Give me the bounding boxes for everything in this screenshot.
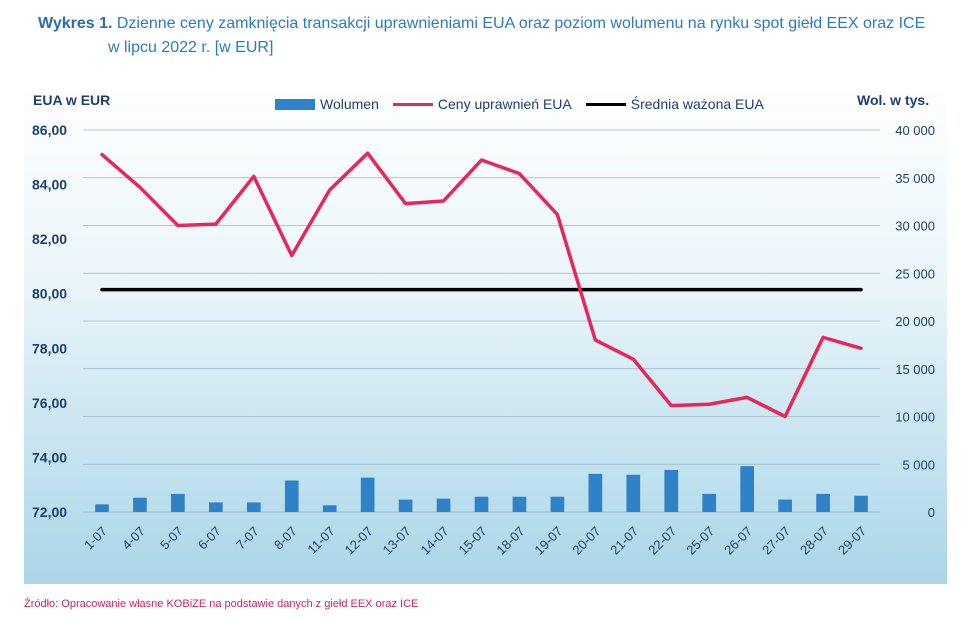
volume-bar <box>816 493 830 512</box>
category-label: 27-07 <box>759 524 793 558</box>
volume-bar <box>246 502 261 512</box>
volume-bar <box>702 493 717 512</box>
left-tick-label: 86,00 <box>32 122 67 138</box>
category-label: 5-07 <box>157 524 186 553</box>
category-label: 7-07 <box>233 524 262 553</box>
volume-bar <box>95 504 109 512</box>
volume-bar <box>854 495 868 512</box>
category-label: 19-07 <box>531 524 565 558</box>
category-label: 18-07 <box>493 524 527 558</box>
legend-item-average: Średnia ważona EUA <box>585 96 764 112</box>
volume-bar <box>664 469 679 512</box>
right-tick-label: 20 000 <box>895 314 935 329</box>
left-tick-label: 74,00 <box>32 449 67 465</box>
left-axis-title: EUA w EUR <box>33 92 111 108</box>
category-label: 1-07 <box>81 524 110 553</box>
category-label: 21-07 <box>607 524 641 558</box>
volume-bar <box>360 477 375 512</box>
volume-bar <box>284 480 299 512</box>
right-tick-label: 0 <box>928 505 935 520</box>
chart-title-text: Dzienne ceny zamknięcia transakcji upraw… <box>116 15 926 32</box>
left-tick-label: 72,00 <box>32 504 67 520</box>
left-tick-label: 78,00 <box>32 340 67 356</box>
price-line <box>100 151 863 419</box>
legend-item-price: Ceny uprawnień EUA <box>392 96 572 112</box>
category-label: 14-07 <box>418 524 452 558</box>
category-label: 15-07 <box>456 524 490 558</box>
legend-swatch-volume <box>275 98 315 110</box>
category-label: 28-07 <box>797 524 831 558</box>
left-tick-label: 82,00 <box>32 231 67 247</box>
right-tick-label: 25 000 <box>895 266 935 281</box>
legend-label-average: Średnia ważona EUA <box>630 96 764 112</box>
category-label: 11-07 <box>304 524 337 557</box>
category-label: 13-07 <box>380 524 414 558</box>
volume-bar <box>322 505 337 512</box>
volume-bar <box>133 497 147 512</box>
left-tick-label: 84,00 <box>32 177 67 193</box>
chart-title-line2: w lipcu 2022 r. [w EUR] <box>108 39 274 56</box>
right-tick-label: 35 000 <box>895 171 935 186</box>
volume-bar <box>171 493 185 512</box>
category-label: 22-07 <box>645 524 679 558</box>
left-tick-label: 80,00 <box>32 286 67 302</box>
right-axis-title: Wol. w tys. <box>857 92 930 108</box>
volume-bar <box>474 496 489 512</box>
right-tick-label: 40 000 <box>895 123 935 138</box>
volume-bar <box>398 499 413 512</box>
volume-bar <box>740 466 754 512</box>
volume-bar <box>550 496 565 512</box>
legend-swatch-price <box>392 102 433 106</box>
right-tick-label: 5 000 <box>902 457 935 472</box>
right-tick-label: 30 000 <box>895 219 935 234</box>
category-label: 29-07 <box>835 524 869 558</box>
category-label: 8-07 <box>271 524 300 553</box>
right-tick-label: 15 000 <box>895 362 935 377</box>
legend-label-volume: Wolumen <box>320 96 379 112</box>
category-label: 4-07 <box>119 524 148 553</box>
legend-swatch-average <box>585 102 626 106</box>
category-label: 20-07 <box>569 524 603 558</box>
volume-bar <box>626 474 641 512</box>
category-label: 26-07 <box>721 524 755 558</box>
volume-bar <box>778 499 792 512</box>
category-label: 25-07 <box>683 524 717 558</box>
volume-bar <box>512 496 527 512</box>
chart-title-lead: Wykres 1. <box>38 15 113 32</box>
legend-label-price: Ceny uprawnień EUA <box>437 96 572 112</box>
legend: Wolumen Ceny uprawnień EUA Średnia ważon… <box>275 96 764 112</box>
volume-bar <box>209 502 223 512</box>
legend-item-volume: Wolumen <box>275 96 379 112</box>
right-tick-label: 10 000 <box>895 410 935 425</box>
volume-bar <box>588 473 603 512</box>
category-label: 12-07 <box>342 524 376 558</box>
category-label: 6-07 <box>195 524 224 553</box>
chart-title: Wykres 1. Dzienne ceny zamknięcia transa… <box>38 12 938 60</box>
volume-bar <box>436 498 451 512</box>
left-tick-label: 76,00 <box>32 395 67 411</box>
source-note: Źródło: Opracowanie własne KOBiZE na pod… <box>24 598 419 610</box>
